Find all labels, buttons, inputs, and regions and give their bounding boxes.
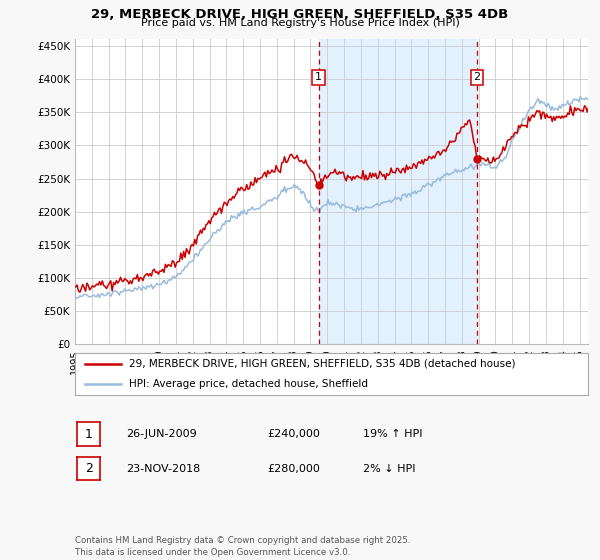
Text: 1: 1 [85,427,93,441]
Text: £280,000: £280,000 [267,464,320,474]
Text: 29, MERBECK DRIVE, HIGH GREEN, SHEFFIELD, S35 4DB (detached house): 29, MERBECK DRIVE, HIGH GREEN, SHEFFIELD… [129,359,515,368]
Text: £240,000: £240,000 [267,429,320,439]
Text: Contains HM Land Registry data © Crown copyright and database right 2025.
This d: Contains HM Land Registry data © Crown c… [75,536,410,557]
Text: 19% ↑ HPI: 19% ↑ HPI [363,429,422,439]
Text: 29, MERBECK DRIVE, HIGH GREEN, SHEFFIELD, S35 4DB: 29, MERBECK DRIVE, HIGH GREEN, SHEFFIELD… [91,8,509,21]
Text: 26-JUN-2009: 26-JUN-2009 [126,429,197,439]
Text: 23-NOV-2018: 23-NOV-2018 [126,464,200,474]
Text: Price paid vs. HM Land Registry's House Price Index (HPI): Price paid vs. HM Land Registry's House … [140,18,460,28]
Text: 2: 2 [473,72,481,82]
Bar [319,39,477,344]
Text: 2: 2 [85,462,93,475]
Text: 2% ↓ HPI: 2% ↓ HPI [363,464,415,474]
Text: HPI: Average price, detached house, Sheffield: HPI: Average price, detached house, Shef… [129,379,368,389]
Text: 1: 1 [315,72,322,82]
